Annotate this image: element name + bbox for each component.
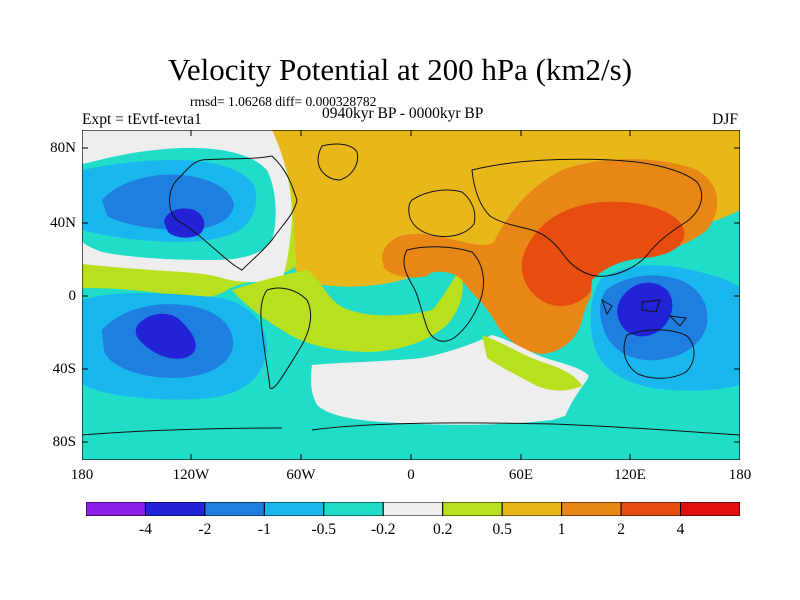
lon-tick-60e: 60E (508, 467, 534, 483)
axis-ticks (82, 130, 740, 460)
colorbar-swatch-6 (442, 502, 503, 516)
map-title: Velocity Potential at 200 hPa (km2/s) (167, 52, 633, 87)
colorbar-label-0: -4 (139, 521, 152, 538)
lat-tick-80s: 80S (52, 434, 76, 450)
north-america-outline (169, 155, 298, 271)
south-america-outline (260, 287, 312, 389)
lat-tick-0: 0 (68, 288, 77, 304)
period-label: 0940kyr BP - 0000kyr BP (322, 105, 484, 122)
colorbar-swatch-9 (620, 502, 682, 516)
field-neg4-wp (617, 282, 673, 337)
colorbar-swatch-4 (323, 502, 384, 516)
colorbar-swatch-1 (144, 502, 206, 516)
season-label: DJF (712, 111, 738, 128)
asia-outline (471, 158, 703, 277)
lon-tick-60w: 60W (286, 467, 316, 483)
colorbar-swatch-10 (680, 502, 740, 516)
lat-tick-40s: 40S (52, 361, 76, 377)
colorbar-swatch-5 (382, 502, 444, 516)
colorbar-label-4: -0.2 (371, 521, 396, 538)
field-pos2-asia (521, 201, 685, 306)
colorbar-label-1: -2 (198, 521, 212, 538)
experiment-label: Expt = tEvtf-tevta1 (82, 111, 202, 128)
colorbar-swatch-8 (561, 502, 622, 516)
field-neg4-sp (135, 313, 196, 359)
colorbar-label-5: 0.2 (433, 521, 453, 538)
colorbar-swatch-7 (501, 502, 563, 516)
lon-tick-180-left: 180 (70, 467, 94, 483)
lat-tick-40n: 40N (50, 215, 76, 231)
lon-tick-120w: 120W (172, 467, 210, 483)
lon-tick-0: 0 (407, 467, 415, 483)
stats-label: rmsd= 1.06268 diff= 0.000328782 (190, 94, 377, 109)
coastlines (82, 143, 740, 436)
velocity-potential-map (82, 130, 740, 460)
colorbar-label-6: 0.5 (492, 521, 512, 538)
lat-tick-80n: 80N (50, 140, 76, 156)
field-pos02-south (482, 335, 582, 391)
colorbar-swatch-2 (204, 502, 265, 516)
colorbar-swatch-3 (263, 502, 325, 516)
colorbar-label-7: 1 (557, 521, 566, 538)
colorbar-label-3: -0.5 (311, 521, 337, 538)
antarctica-outline (82, 422, 740, 436)
field-neg4-na (164, 208, 205, 238)
colorbar (86, 502, 740, 516)
europe-outline (408, 189, 476, 237)
field-pos1-africa (382, 243, 435, 278)
greenland-outline (317, 143, 359, 181)
lon-tick-120e: 120E (614, 467, 646, 483)
lon-tick-180-right: 180 (728, 467, 752, 483)
field-pos02-atlantic (232, 270, 463, 352)
australia-outline (623, 329, 695, 379)
colorbar-swatch-0 (86, 502, 146, 516)
colorbar-label-2: -1 (257, 521, 271, 538)
africa-outline (403, 246, 485, 342)
maritime-islands-outline (601, 298, 687, 327)
colorbar-label-8: 2 (617, 521, 625, 538)
colorbar-label-9: 4 (676, 521, 685, 538)
